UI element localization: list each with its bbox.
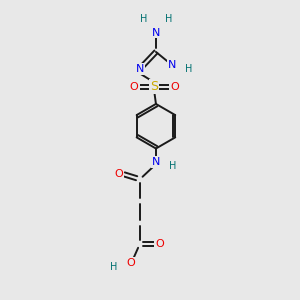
Text: N: N [135,64,144,74]
Text: O: O [126,258,135,268]
Text: O: O [114,169,123,179]
Text: H: H [140,14,147,24]
Text: S: S [151,80,158,94]
Text: H: H [185,64,192,74]
Text: N: N [168,60,176,70]
Text: N: N [152,157,160,167]
Text: H: H [110,262,117,272]
Text: O: O [130,82,139,92]
Text: O: O [155,238,164,249]
Text: O: O [170,82,179,92]
Text: N: N [152,28,160,38]
Text: H: H [169,161,176,171]
Text: H: H [165,14,172,24]
